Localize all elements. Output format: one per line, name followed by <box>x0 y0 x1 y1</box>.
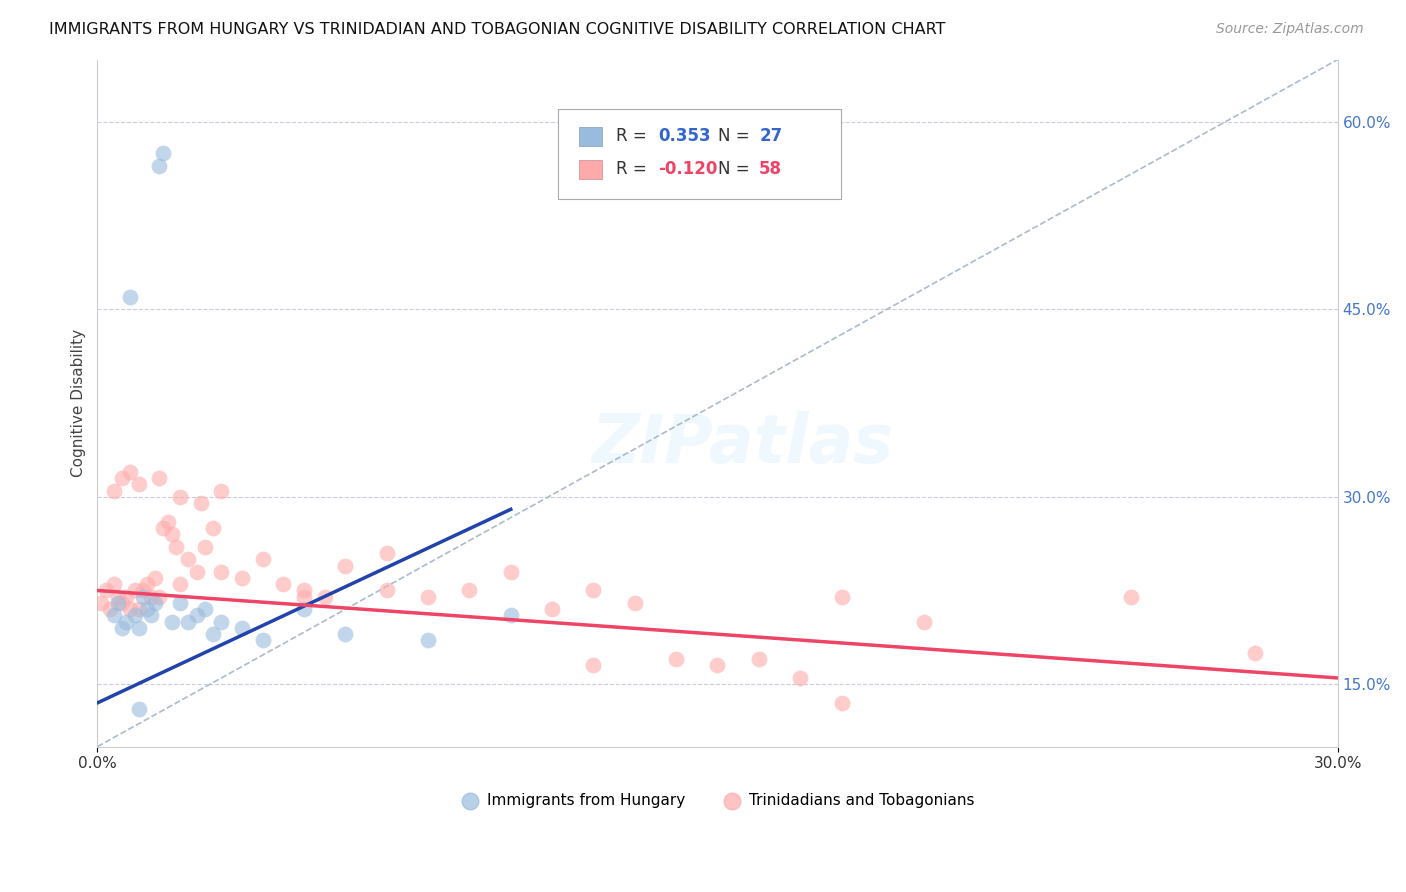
Point <box>148 159 170 173</box>
Point <box>186 565 208 579</box>
Point <box>582 583 605 598</box>
Point <box>103 483 125 498</box>
Point <box>111 471 134 485</box>
Point <box>541 602 564 616</box>
Point <box>273 577 295 591</box>
Point <box>209 615 232 629</box>
Point <box>789 671 811 685</box>
Text: Source: ZipAtlas.com: Source: ZipAtlas.com <box>1216 22 1364 37</box>
Text: N =: N = <box>718 161 755 178</box>
Point <box>177 615 200 629</box>
Point <box>194 540 217 554</box>
Point <box>231 571 253 585</box>
Point <box>160 615 183 629</box>
Point <box>209 483 232 498</box>
Point <box>375 583 398 598</box>
Point <box>912 615 935 629</box>
Text: 58: 58 <box>759 161 782 178</box>
Point <box>335 627 357 641</box>
Text: 0.353: 0.353 <box>658 128 710 145</box>
Point <box>314 590 336 604</box>
Point <box>136 602 159 616</box>
Point <box>582 658 605 673</box>
Point <box>169 577 191 591</box>
Point <box>111 621 134 635</box>
Point <box>103 577 125 591</box>
Text: 27: 27 <box>759 128 783 145</box>
Point <box>136 577 159 591</box>
Point <box>128 602 150 616</box>
Point <box>124 583 146 598</box>
Text: R =: R = <box>616 161 652 178</box>
Point <box>831 696 853 710</box>
Point <box>706 658 728 673</box>
Point <box>292 583 315 598</box>
Point <box>209 565 232 579</box>
Point <box>292 602 315 616</box>
Legend: Immigrants from Hungary, Trinidadians and Tobagonians: Immigrants from Hungary, Trinidadians an… <box>454 788 980 814</box>
Point <box>748 652 770 666</box>
Point <box>107 596 129 610</box>
Point <box>148 471 170 485</box>
Point <box>252 552 274 566</box>
Point <box>120 465 142 479</box>
Point <box>458 583 481 598</box>
Point <box>139 590 162 604</box>
Point <box>292 590 315 604</box>
Point <box>90 596 112 610</box>
Point <box>98 602 121 616</box>
Point <box>128 621 150 635</box>
Point <box>120 290 142 304</box>
Text: R =: R = <box>616 128 652 145</box>
Point <box>624 596 647 610</box>
Point <box>252 633 274 648</box>
Point <box>143 596 166 610</box>
Point <box>132 590 155 604</box>
Point <box>1244 646 1267 660</box>
Point <box>169 490 191 504</box>
Point <box>194 602 217 616</box>
Point <box>128 477 150 491</box>
Point <box>156 515 179 529</box>
Text: IMMIGRANTS FROM HUNGARY VS TRINIDADIAN AND TOBAGONIAN COGNITIVE DISABILITY CORRE: IMMIGRANTS FROM HUNGARY VS TRINIDADIAN A… <box>49 22 946 37</box>
Point <box>1119 590 1142 604</box>
Point <box>202 521 225 535</box>
Point <box>190 496 212 510</box>
Text: -0.120: -0.120 <box>658 161 717 178</box>
Point <box>499 608 522 623</box>
Point <box>139 608 162 623</box>
Point <box>165 540 187 554</box>
Point <box>499 565 522 579</box>
Point <box>115 615 138 629</box>
Point <box>115 590 138 604</box>
Point <box>416 590 439 604</box>
Point <box>160 527 183 541</box>
Point <box>231 621 253 635</box>
Point <box>94 583 117 598</box>
Point <box>416 633 439 648</box>
Point <box>124 608 146 623</box>
Point <box>107 590 129 604</box>
Point <box>335 558 357 573</box>
Point <box>831 590 853 604</box>
Text: N =: N = <box>718 128 755 145</box>
Point <box>120 602 142 616</box>
Point <box>132 583 155 598</box>
Point <box>665 652 688 666</box>
Point <box>103 608 125 623</box>
Point <box>148 590 170 604</box>
Point <box>202 627 225 641</box>
Point <box>111 596 134 610</box>
Point <box>152 146 174 161</box>
Point <box>143 571 166 585</box>
Point <box>128 702 150 716</box>
Point <box>177 552 200 566</box>
Point <box>169 596 191 610</box>
Point <box>186 608 208 623</box>
Y-axis label: Cognitive Disability: Cognitive Disability <box>72 329 86 477</box>
Point <box>152 521 174 535</box>
Text: ZIPatlas: ZIPatlas <box>592 411 893 477</box>
Point <box>375 546 398 560</box>
